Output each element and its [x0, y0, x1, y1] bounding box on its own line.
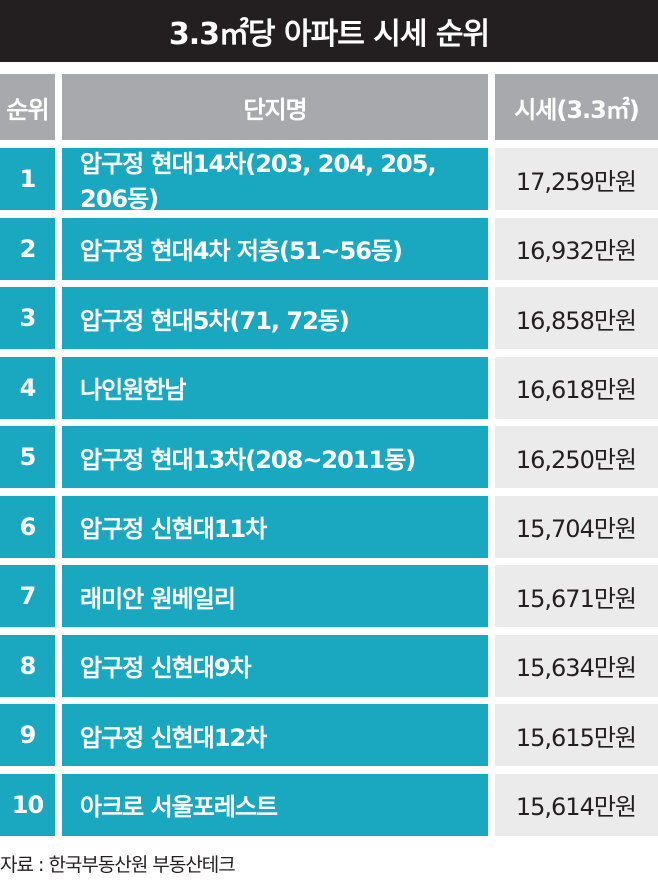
complex-name-cell: 아크로 서울포레스트 — [62, 773, 488, 836]
rank-cell: 10 — [0, 773, 55, 836]
price-cell: 16,858만원 — [495, 287, 658, 349]
price-cell: 15,615만원 — [495, 704, 658, 766]
rank-cell: 3 — [0, 287, 55, 349]
table-row: 8 압구정 신현대9차 15,634만원 — [0, 634, 658, 697]
price-cell: 15,704만원 — [495, 495, 658, 558]
table-row: 9 압구정 신현대12차 15,615만원 — [0, 704, 658, 766]
page-title: 3.3㎡당 아파트 시세 순위 — [0, 0, 658, 62]
rank-cell: 7 — [0, 565, 55, 627]
rank-cell: 9 — [0, 704, 55, 766]
header-rank: 순위 — [0, 74, 55, 140]
rank-cell: 2 — [0, 217, 55, 280]
complex-name-cell: 나인원한남 — [62, 356, 488, 419]
complex-name-cell: 압구정 현대14차(203, 204, 205, 206동) — [62, 148, 488, 213]
rank-cell: 6 — [0, 495, 55, 558]
complex-name-cell: 압구정 현대4차 저층(51~56동) — [62, 217, 488, 280]
table-row: 7 래미안 원베일리 15,671만원 — [0, 565, 658, 627]
price-cell: 15,614만원 — [495, 773, 658, 836]
price-cell: 15,671만원 — [495, 565, 658, 627]
price-cell: 17,259만원 — [495, 148, 658, 210]
source-caption: 자료 : 한국부동산원 부동산테크 — [0, 853, 236, 876]
header-name: 단지명 — [62, 74, 488, 140]
table-header: 순위 단지명 시세(3.3㎡) — [0, 74, 658, 140]
price-cell: 15,634만원 — [495, 634, 658, 697]
price-cell: 16,250만원 — [495, 426, 658, 488]
table-row: 5 압구정 현대13차(208~2011동) 16,250만원 — [0, 426, 658, 488]
table-row: 3 압구정 현대5차(71, 72동) 16,858만원 — [0, 287, 658, 349]
complex-name-cell: 압구정 신현대9차 — [62, 634, 488, 697]
rank-cell: 4 — [0, 356, 55, 419]
table-row: 4 나인원한남 16,618만원 — [0, 356, 658, 419]
header-price: 시세(3.3㎡) — [495, 74, 658, 140]
table-row: 6 압구정 신현대11차 15,704만원 — [0, 495, 658, 558]
table-row: 1 압구정 현대14차(203, 204, 205, 206동) 17,259만… — [0, 148, 658, 213]
complex-name-cell: 래미안 원베일리 — [62, 565, 488, 627]
rank-cell: 5 — [0, 426, 55, 488]
complex-name-cell: 압구정 신현대12차 — [62, 704, 488, 766]
complex-name-cell: 압구정 현대5차(71, 72동) — [62, 287, 488, 349]
complex-name-cell: 압구정 신현대11차 — [62, 495, 488, 558]
rank-cell: 8 — [0, 634, 55, 697]
price-cell: 16,618만원 — [495, 356, 658, 419]
table-row: 10 아크로 서울포레스트 15,614만원 — [0, 773, 658, 836]
complex-name-cell: 압구정 현대13차(208~2011동) — [62, 426, 488, 488]
rank-cell: 1 — [0, 148, 55, 210]
price-cell: 16,932만원 — [495, 217, 658, 280]
table-row: 2 압구정 현대4차 저층(51~56동) 16,932만원 — [0, 217, 658, 280]
